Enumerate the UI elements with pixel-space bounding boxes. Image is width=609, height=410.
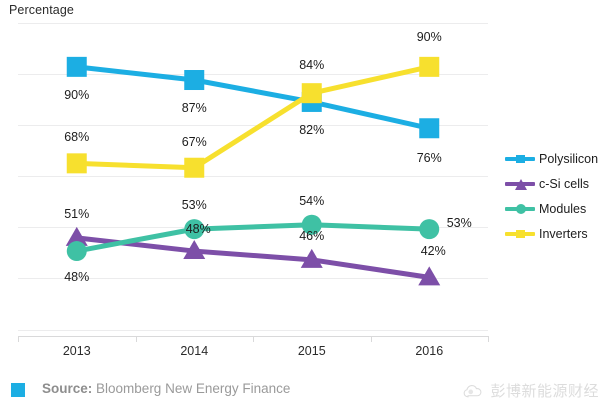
data-point-label: 46% [299, 228, 325, 243]
series-modules [66, 214, 440, 262]
data-point-label: 90% [416, 29, 442, 44]
x-axis-tick [18, 336, 19, 342]
data-point-marker [183, 240, 206, 260]
watermark: 彭博新能源财经 [462, 380, 599, 401]
data-point-marker [184, 157, 205, 178]
legend-item-label: Inverters [539, 226, 588, 241]
legend-marker-circle-icon [505, 202, 535, 216]
legend-item-modules[interactable]: Modules [505, 196, 609, 221]
series-polysilicon [66, 56, 440, 139]
data-point-marker [300, 248, 323, 268]
chart-legend: Polysilicon c-Si cells Modules Inverters [505, 146, 609, 246]
data-point-label: 54% [299, 193, 325, 208]
legend-marker-square-icon [505, 152, 535, 166]
cloud-logo-icon [464, 384, 482, 397]
series-line [74, 222, 432, 254]
x-axis-label: 2016 [415, 344, 444, 358]
source-text: Source: Bloomberg New Energy Finance [42, 381, 290, 396]
source-bullet-icon [11, 383, 25, 397]
data-point-marker [184, 70, 205, 91]
y-axis-title: Percentage [9, 3, 74, 17]
data-point-label: 53% [181, 198, 207, 213]
x-axis-label: 2013 [62, 344, 91, 358]
legend-item-label: Modules [539, 201, 587, 216]
x-axis-label: 2015 [297, 344, 326, 358]
data-point-label: 48% [64, 270, 90, 285]
data-point-marker [66, 153, 87, 174]
data-point-marker [301, 91, 322, 112]
source-prefix: Source: [42, 381, 93, 396]
data-point-label: 42% [420, 244, 446, 259]
gridline [18, 125, 488, 126]
data-point-marker [301, 83, 322, 104]
legend-marker-square-icon [505, 227, 535, 241]
x-axis-tick [135, 336, 137, 342]
legend-item-inverters[interactable]: Inverters [505, 221, 609, 246]
x-axis-tick [253, 336, 254, 342]
x-axis-label: 2014 [180, 344, 209, 358]
gridline [18, 23, 488, 24]
legend-item-polysilicon[interactable]: Polysilicon [505, 146, 609, 171]
data-point-label: 90% [64, 87, 90, 102]
x-axis-tick [488, 336, 489, 342]
gridline [18, 74, 488, 75]
legend-item-label: c-Si cells [539, 176, 590, 191]
data-point-label: 87% [181, 101, 207, 115]
legend-item-label: Polysilicon [539, 151, 599, 166]
data-point-label: 53% [446, 216, 472, 231]
data-point-marker [419, 219, 440, 240]
data-point-label: 68% [64, 130, 90, 145]
series-line [74, 64, 432, 171]
legend-marker-triangle-icon [505, 177, 535, 191]
chart-footer: Source: Bloomberg New Energy Finance 彭博新… [0, 371, 609, 410]
series-c-si-cells [65, 226, 441, 286]
gridline [18, 176, 488, 177]
data-point-marker [419, 118, 440, 139]
data-point-label: 48% [185, 222, 211, 237]
data-point-label: 51% [64, 206, 90, 221]
data-point-marker [418, 266, 441, 286]
series-line [74, 64, 432, 131]
data-point-label: 82% [299, 122, 325, 137]
x-axis-tick [370, 336, 372, 342]
data-point-marker [65, 226, 88, 246]
data-point-label: 76% [416, 151, 442, 166]
gridline [18, 330, 488, 331]
series-line [74, 235, 432, 280]
legend-item-c-si-cells[interactable]: c-Si cells [505, 171, 609, 196]
data-point-label: 84% [299, 58, 325, 73]
gridline [18, 227, 488, 228]
data-point-marker [66, 241, 87, 262]
data-point-label: 67% [181, 134, 207, 149]
source-name: Bloomberg New Energy Finance [96, 381, 291, 396]
watermark-text: 彭博新能源财经 [490, 383, 599, 400]
